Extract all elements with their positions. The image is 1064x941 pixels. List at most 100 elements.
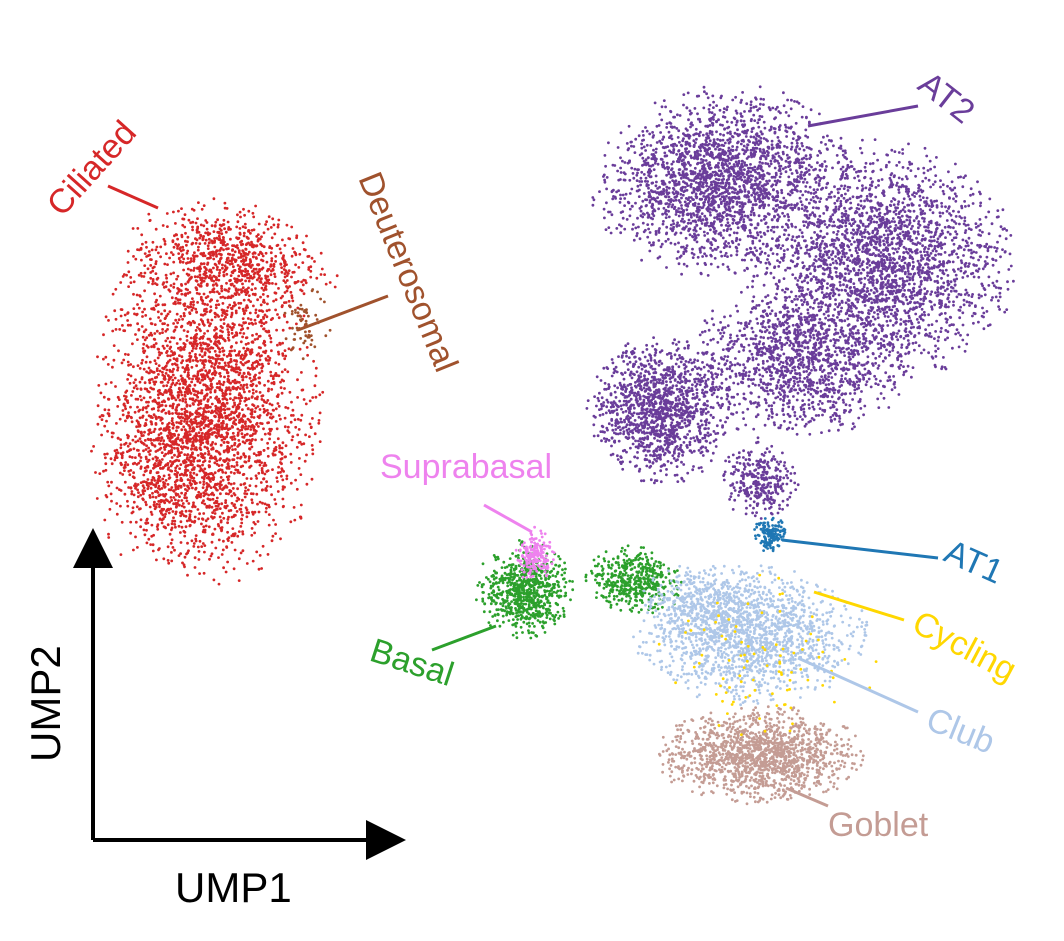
scatter-point xyxy=(251,245,255,249)
scatter-point xyxy=(234,422,238,426)
scatter-point xyxy=(266,399,270,402)
scatter-point xyxy=(167,431,171,434)
scatter-point xyxy=(202,410,206,414)
scatter-point xyxy=(301,357,305,361)
scatter-point xyxy=(290,296,294,300)
scatter-point xyxy=(251,211,255,215)
scatter-point xyxy=(281,485,285,489)
scatter-point xyxy=(142,406,145,409)
scatter-point xyxy=(225,435,229,439)
scatter-point xyxy=(141,414,145,418)
scatter-point xyxy=(141,347,145,350)
scatter-point xyxy=(650,222,654,226)
scatter-point xyxy=(127,373,130,376)
scatter-point xyxy=(232,244,236,248)
scatter-point xyxy=(233,401,236,405)
scatter-point xyxy=(247,459,251,463)
scatter-point xyxy=(227,330,230,334)
scatter-point xyxy=(209,384,213,387)
scatter-point xyxy=(300,289,304,293)
scatter-point xyxy=(302,314,306,318)
scatter-point xyxy=(218,268,222,272)
scatter-point xyxy=(591,203,595,207)
scatter-point xyxy=(159,255,163,259)
scatter-point xyxy=(128,442,132,446)
scatter-point xyxy=(769,125,773,129)
scatter-point xyxy=(110,499,113,503)
scatter-point xyxy=(217,339,221,343)
scatter-point xyxy=(171,510,175,513)
scatter-point xyxy=(233,437,237,441)
scatter-point xyxy=(187,305,191,309)
scatter-point xyxy=(737,243,741,246)
scatter-point xyxy=(192,269,196,272)
scatter-point xyxy=(633,151,637,155)
scatter-point xyxy=(244,375,248,379)
scatter-point xyxy=(749,103,753,107)
scatter-point xyxy=(188,518,192,522)
scatter-point xyxy=(141,335,145,339)
scatter-point xyxy=(232,253,235,257)
scatter-point xyxy=(333,285,337,289)
scatter-point xyxy=(242,298,246,302)
scatter-point xyxy=(287,237,291,240)
scatter-point xyxy=(753,165,757,169)
scatter-point xyxy=(248,442,252,445)
scatter-point xyxy=(260,277,263,280)
scatter-point xyxy=(268,402,272,406)
scatter-point xyxy=(167,374,170,378)
scatter-point xyxy=(198,346,202,350)
scatter-point xyxy=(190,475,194,478)
scatter-point xyxy=(177,209,180,213)
scatter-point xyxy=(154,260,158,263)
scatter-point xyxy=(227,287,231,290)
scatter-point xyxy=(183,314,186,318)
scatter-point xyxy=(220,284,224,288)
scatter-point xyxy=(213,349,217,353)
scatter-point xyxy=(226,306,230,309)
scatter-point xyxy=(177,554,181,557)
scatter-point xyxy=(205,373,209,377)
scatter-point xyxy=(263,432,267,436)
scatter-point xyxy=(244,293,248,296)
scatter-point xyxy=(222,441,226,444)
scatter-point xyxy=(202,525,206,529)
scatter-point xyxy=(216,406,220,410)
scatter-point xyxy=(659,245,663,249)
scatter-point xyxy=(245,492,249,496)
scatter-point xyxy=(118,488,121,491)
scatter-point xyxy=(264,251,268,255)
scatter-point xyxy=(221,263,224,267)
scatter-point xyxy=(104,468,108,472)
scatter-point xyxy=(759,235,763,239)
scatter-point xyxy=(285,223,289,227)
scatter-point xyxy=(255,453,258,457)
scatter-point xyxy=(267,523,271,527)
scatter-point xyxy=(218,223,222,227)
scatter-point xyxy=(150,407,154,411)
scatter-point xyxy=(147,212,151,216)
scatter-point xyxy=(766,225,770,229)
scatter-point xyxy=(681,193,685,197)
scatter-point xyxy=(250,445,254,449)
scatter-point xyxy=(148,371,151,375)
scatter-point xyxy=(165,426,169,429)
scatter-point xyxy=(260,369,264,373)
scatter-point xyxy=(145,541,149,545)
scatter-point xyxy=(242,258,245,261)
scatter-point xyxy=(179,485,183,489)
scatter-point xyxy=(225,309,229,313)
scatter-point xyxy=(197,415,201,418)
scatter-point xyxy=(296,314,300,318)
scatter-point xyxy=(781,150,785,154)
scatter-point xyxy=(210,318,214,322)
scatter-point xyxy=(168,428,171,432)
scatter-point xyxy=(209,480,212,483)
scatter-point xyxy=(179,463,183,466)
scatter-point xyxy=(192,479,196,483)
scatter-point xyxy=(709,213,712,217)
scatter-point xyxy=(171,378,175,382)
scatter-point xyxy=(136,248,139,252)
scatter-point xyxy=(102,357,105,361)
scatter-point xyxy=(172,282,176,286)
